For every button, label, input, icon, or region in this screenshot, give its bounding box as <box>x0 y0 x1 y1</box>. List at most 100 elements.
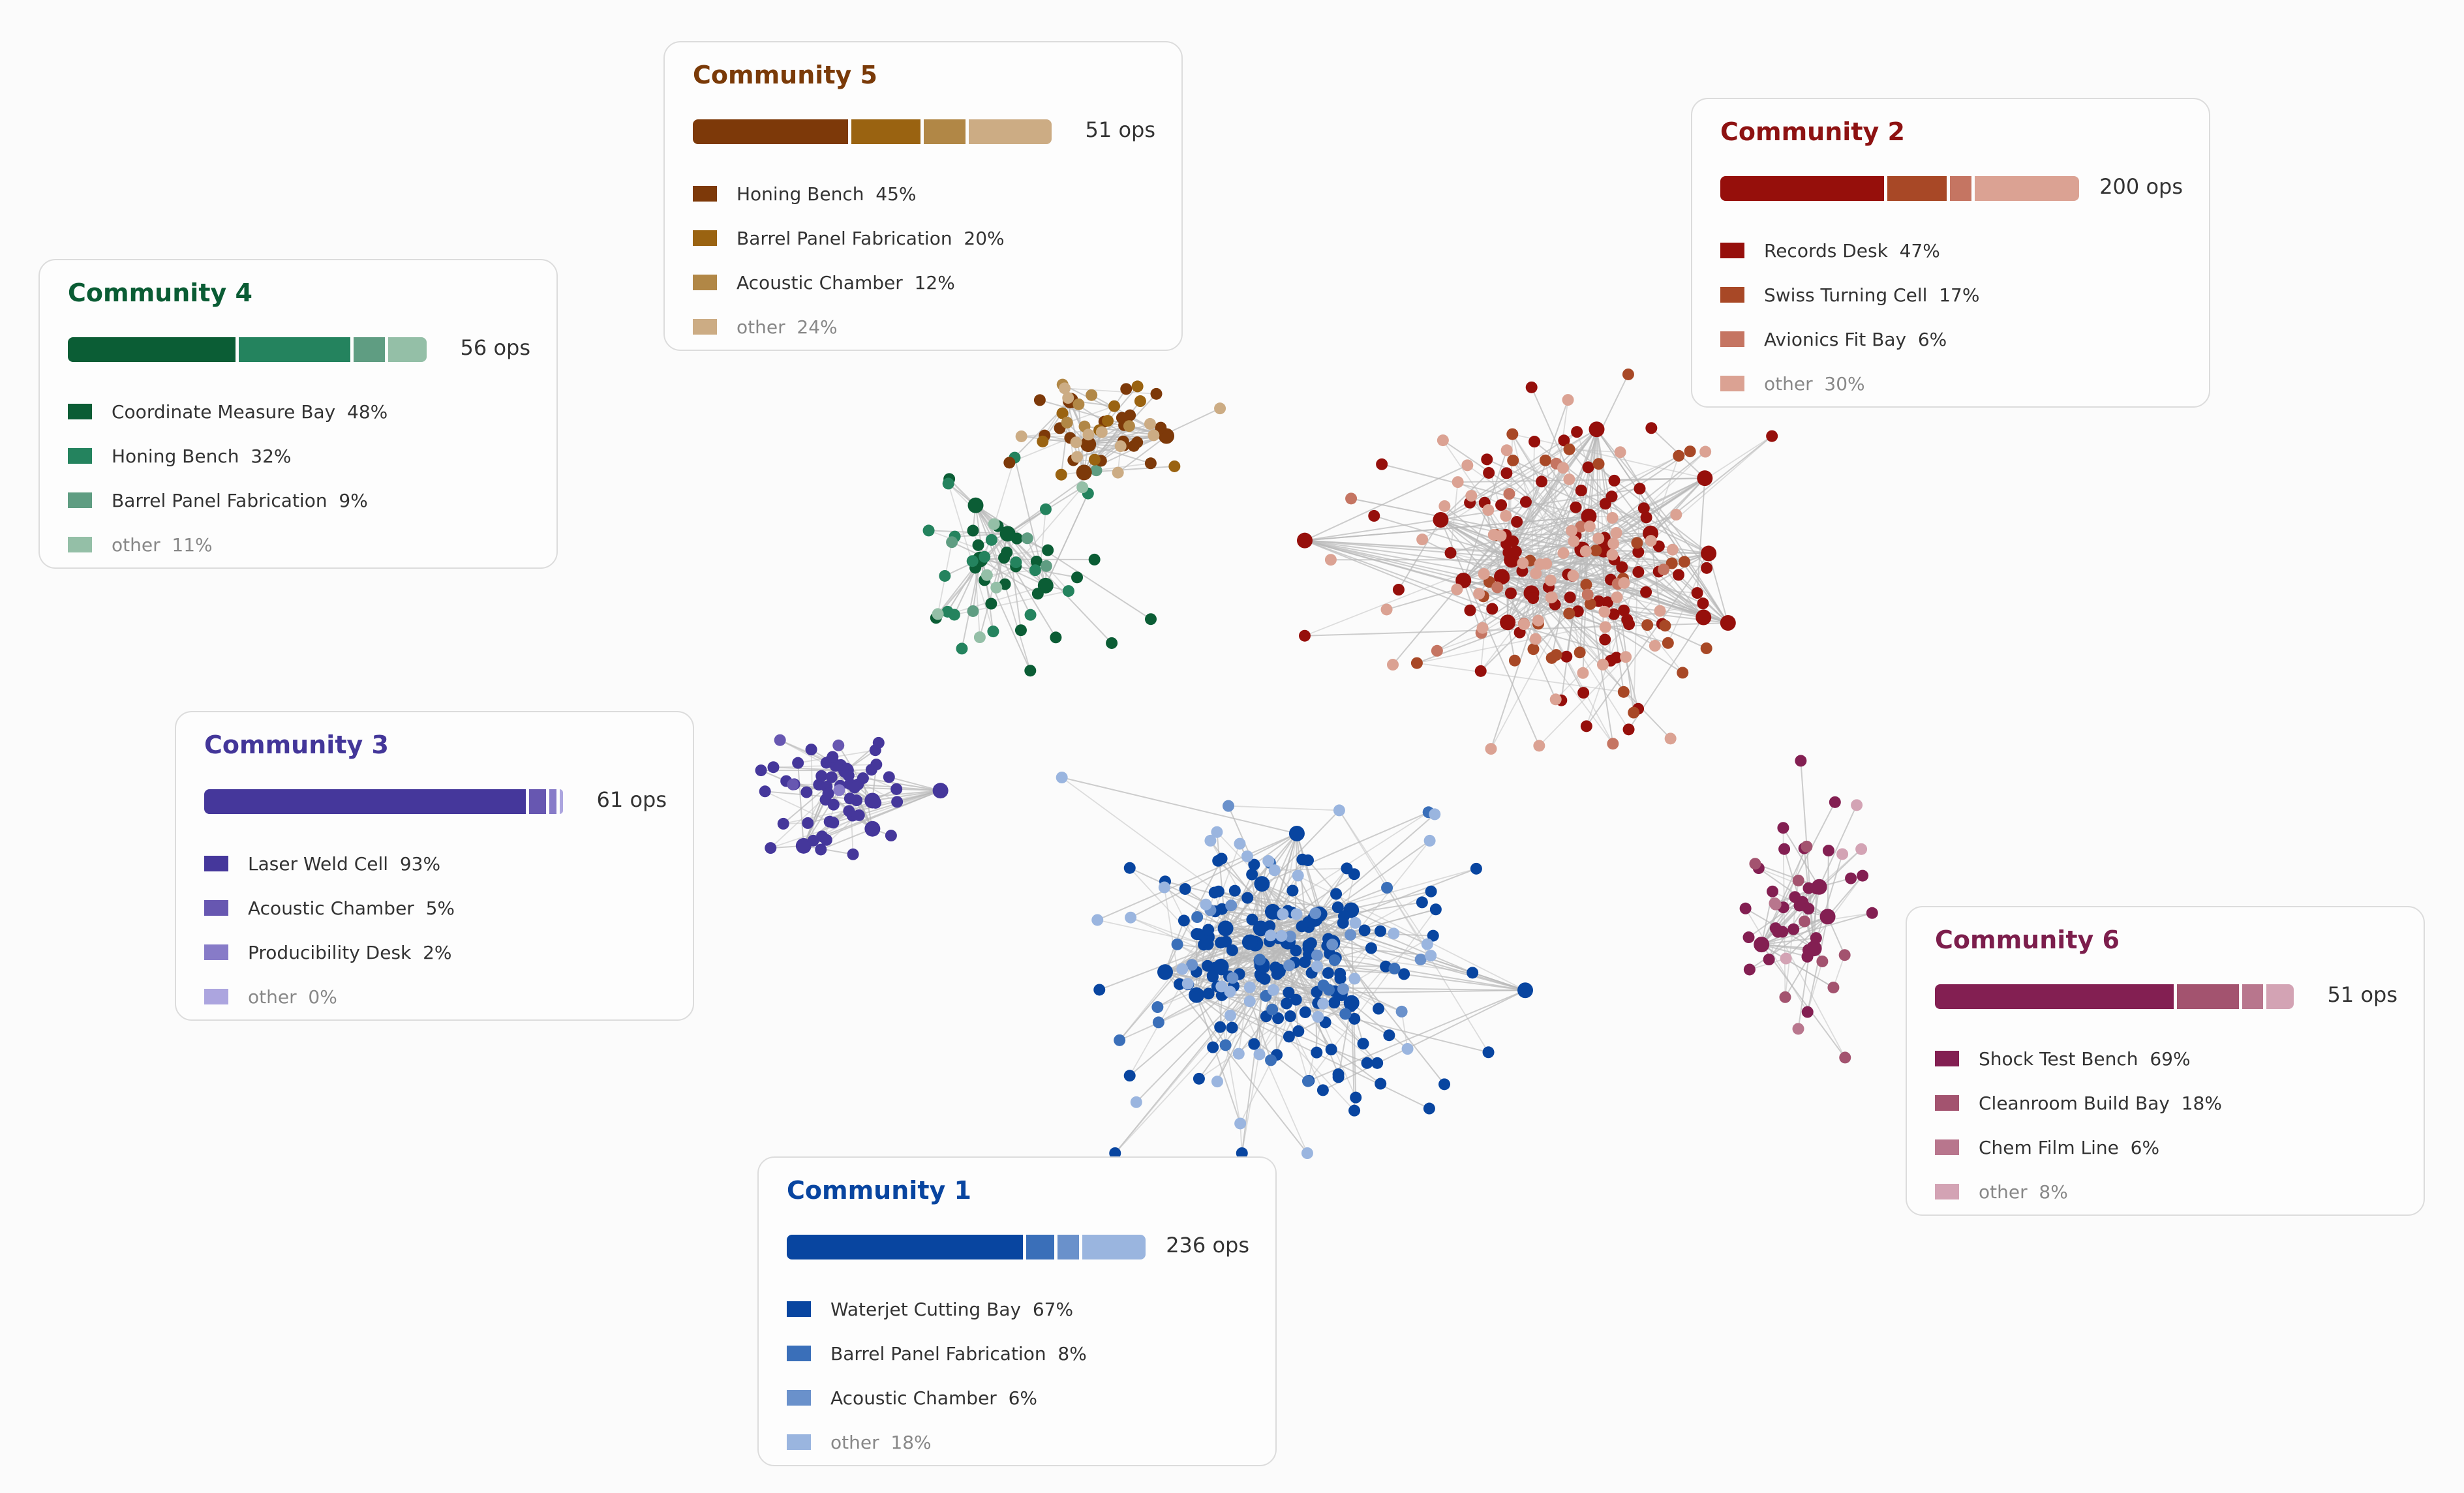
community-1-node <box>1246 913 1258 926</box>
community-1-ops-count: 236 ops <box>1166 1233 1249 1258</box>
community-2-node <box>1508 654 1521 667</box>
community-2-node <box>1376 458 1388 470</box>
community-6-node <box>1838 949 1851 961</box>
network-edge <box>961 559 981 649</box>
community-2-node <box>1495 530 1507 542</box>
community-6-node <box>1772 926 1784 938</box>
network-edge <box>1416 662 1624 693</box>
network-edge <box>1339 809 1428 945</box>
community-1-node <box>1348 1104 1361 1117</box>
community-5-node <box>1015 430 1027 442</box>
network-edge <box>1800 761 1815 949</box>
community-3-node <box>891 796 904 808</box>
network-edge <box>1217 936 1291 1082</box>
community-1-node <box>1401 1043 1414 1055</box>
community-1-node <box>1328 997 1341 1009</box>
community-4-bar-segment <box>388 337 427 362</box>
community-6-node <box>1799 915 1811 927</box>
community-2-node <box>1527 592 1540 605</box>
community-1-node <box>1357 1038 1369 1050</box>
network-edge <box>872 790 941 802</box>
community-2-node <box>1631 537 1643 549</box>
legend-label: Swiss Turning Cell 17% <box>1764 284 1980 306</box>
community-2-node <box>1640 586 1652 598</box>
network-edge <box>1650 435 1772 541</box>
network-edge <box>1568 449 1705 618</box>
community-1-node <box>1176 963 1189 975</box>
community-6-ops-count: 51 ops <box>2327 982 2397 1007</box>
community-6-node <box>1787 923 1800 935</box>
community-1-node <box>1284 930 1296 943</box>
network-edge <box>1037 509 1046 594</box>
network-edge <box>1761 944 1809 951</box>
legend-swatch <box>68 492 92 508</box>
community-2-node <box>1607 738 1619 750</box>
community-2-node <box>1518 618 1530 631</box>
community-2-node <box>1637 502 1650 515</box>
community-1-node <box>1186 959 1198 971</box>
community-3-node <box>815 843 827 856</box>
community-2-node <box>1592 458 1605 470</box>
community-1-node <box>1211 826 1223 838</box>
network-edge <box>1761 912 1873 946</box>
community-2-node <box>1617 686 1630 698</box>
community-1-node <box>1157 964 1173 980</box>
network-edge <box>1262 811 1429 885</box>
network-edge <box>1463 449 1508 581</box>
community-1-node <box>1266 1003 1279 1016</box>
community-6-node <box>1749 858 1761 870</box>
community-1-node <box>1429 903 1442 916</box>
network-edge <box>1304 539 1508 624</box>
legend-item: Shock Test Bench 69% <box>1935 1036 2222 1081</box>
legend-item: Acoustic Chamber 12% <box>693 260 1005 305</box>
community-2-node <box>1572 605 1584 618</box>
community-2-node <box>1380 603 1393 616</box>
community-1-node <box>1204 834 1217 847</box>
community-3-node <box>825 771 838 783</box>
community-1-node <box>1189 987 1205 1003</box>
community-1-node <box>1517 982 1533 999</box>
community-2-node <box>1616 561 1628 573</box>
community-3-node <box>755 764 767 777</box>
community-4-node <box>967 524 979 537</box>
community-2-node <box>1607 608 1620 620</box>
network-edge <box>1512 460 1683 673</box>
community-2-card: Community 2 200 ops Records Desk 47% Swiss … <box>1691 98 2210 408</box>
community-2-node <box>1431 644 1443 657</box>
network-edge <box>1761 944 1808 958</box>
community-1-node <box>1254 954 1266 966</box>
nodes-layer <box>755 368 1878 1159</box>
network-edge <box>1708 553 1729 624</box>
community-6-title: Community 6 <box>1935 926 2120 954</box>
community-5-node <box>1214 402 1226 415</box>
community-4-node <box>1076 481 1089 494</box>
community-2-node <box>1486 603 1498 615</box>
community-5-title: Community 5 <box>693 61 877 89</box>
community-6-node <box>1769 898 1782 911</box>
community-2-node <box>1500 444 1513 457</box>
community-1-node <box>1214 1021 1226 1033</box>
legend-label: Honing Bench 32% <box>112 445 292 467</box>
network-edge <box>1224 809 1340 929</box>
community-3-node <box>820 834 832 846</box>
community-3-bar-segment <box>560 789 563 814</box>
community-1-node <box>1123 1070 1136 1082</box>
community-3-node <box>767 761 780 774</box>
community-3-node <box>822 787 834 800</box>
community-2-node <box>1641 619 1654 631</box>
community-4-node <box>988 518 1000 530</box>
community-5-node <box>1033 394 1046 406</box>
community-5-node <box>1076 464 1092 481</box>
network-edge <box>1206 936 1402 1012</box>
community-2-node <box>1525 381 1538 393</box>
network-edge <box>1761 944 1834 988</box>
network-edge <box>1696 478 1706 594</box>
community-2-node <box>1608 474 1620 487</box>
legend-label: Barrel Panel Fabrication 8% <box>830 1342 1087 1365</box>
community-2-node <box>1451 583 1463 596</box>
community-6-node <box>1822 845 1834 857</box>
network-edge <box>1206 903 1273 912</box>
community-2-node <box>1540 558 1553 570</box>
legend-label: other 18% <box>830 1431 932 1453</box>
community-2-node <box>1539 454 1551 466</box>
